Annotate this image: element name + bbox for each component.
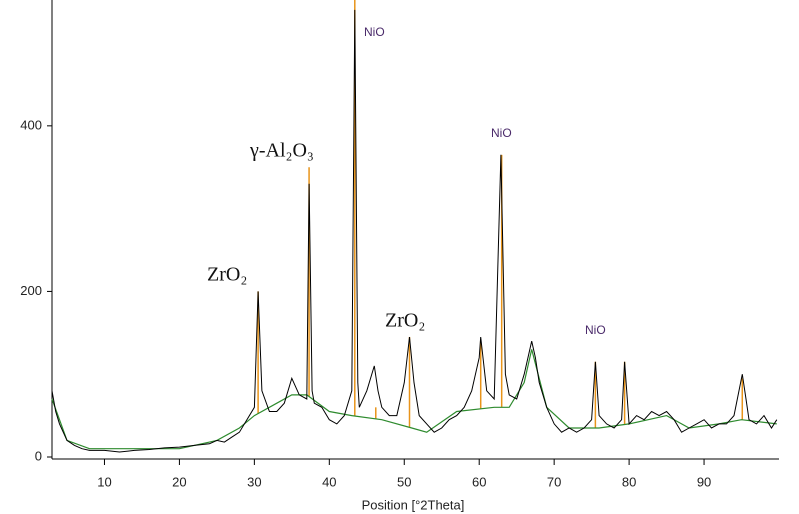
annotation: NiO bbox=[491, 126, 512, 140]
y-tick-label: 400 bbox=[20, 117, 42, 132]
background-line bbox=[51, 349, 777, 450]
x-tick-label: 30 bbox=[247, 474, 261, 489]
x-tick-label: 60 bbox=[472, 474, 486, 489]
pattern-line bbox=[51, 9, 778, 453]
x-tick-label: 20 bbox=[172, 474, 186, 489]
x-tick-label: 70 bbox=[547, 474, 561, 489]
x-tick-label: 40 bbox=[322, 474, 336, 489]
x-tick-label: 10 bbox=[97, 474, 111, 489]
x-tick-label: 90 bbox=[697, 474, 711, 489]
x-tick-label: 80 bbox=[622, 474, 636, 489]
y-tick-label: 200 bbox=[20, 283, 42, 298]
annotation: NiO bbox=[364, 25, 385, 39]
annotation: ZrO₂ bbox=[207, 264, 247, 286]
x-axis-label: Position [°2Theta] bbox=[362, 497, 465, 512]
y-tick-label: 0 bbox=[35, 448, 42, 463]
annotation: γ-Al₂O₃ bbox=[249, 140, 314, 162]
x-tick-label: 50 bbox=[397, 474, 411, 489]
annotation: ZrO₂ bbox=[385, 310, 425, 332]
annotation: NiO bbox=[585, 323, 606, 337]
